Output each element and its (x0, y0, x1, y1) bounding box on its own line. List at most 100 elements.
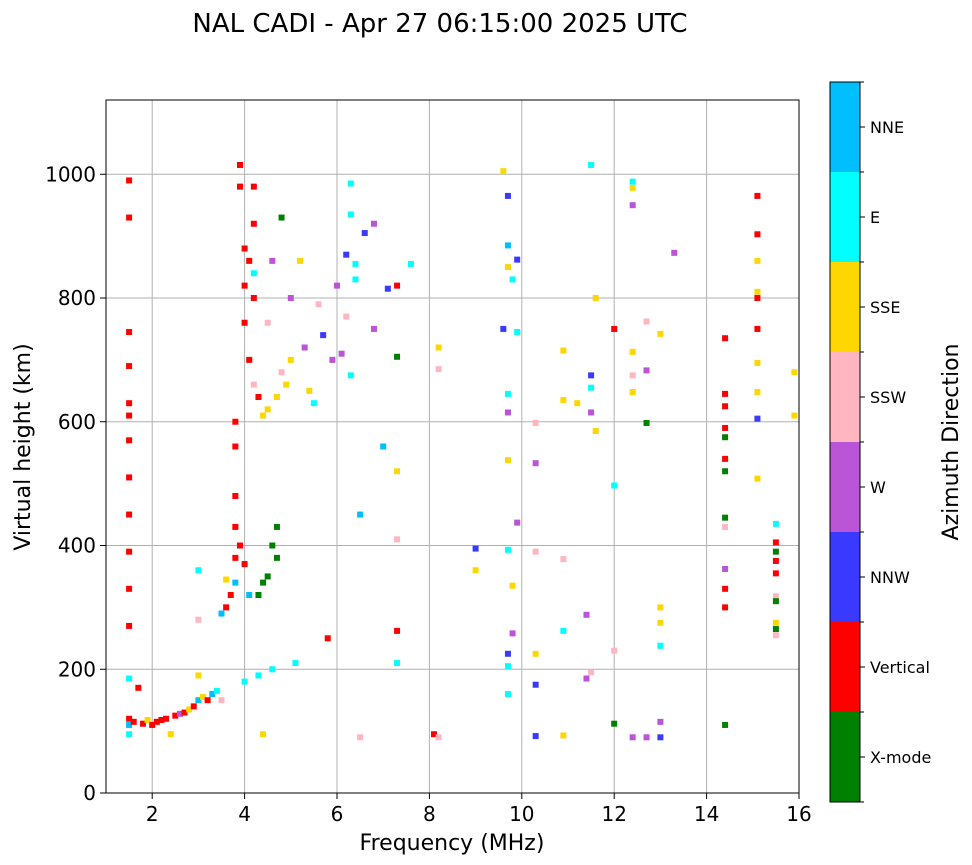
data-point-x-mode (772, 598, 779, 605)
data-point-x-mode (643, 419, 650, 426)
colorbar-segment-sse (830, 262, 860, 352)
data-point-vertical (232, 523, 239, 530)
data-point-vertical (754, 295, 761, 301)
data-point-sse (435, 344, 442, 351)
data-point-vertical (223, 604, 230, 611)
data-point-x-mode (722, 514, 729, 521)
data-point-nnw (514, 256, 521, 263)
data-point-vertical (232, 493, 239, 499)
x-tick-label: 8 (423, 802, 436, 826)
data-point-ssw (357, 734, 364, 741)
data-point-vertical (126, 177, 133, 184)
data-point-ssw (629, 372, 636, 379)
data-point-x-mode (264, 573, 271, 580)
data-point-e (126, 731, 133, 738)
x-tick-label: 12 (601, 802, 626, 826)
data-point-vertical (324, 635, 331, 642)
data-point-e (126, 675, 133, 682)
data-point-sse (306, 387, 313, 394)
data-point-x-mode (722, 434, 729, 441)
data-point-sse (560, 347, 567, 354)
data-point-nne (209, 691, 216, 697)
data-point-w (629, 202, 636, 209)
data-point-e (611, 482, 618, 489)
data-point-ssw (278, 369, 285, 376)
data-point-sse (629, 184, 636, 191)
data-point-e (588, 161, 595, 168)
data-point-vertical (172, 712, 179, 719)
data-point-nnw (361, 230, 368, 237)
data-point-sse (504, 264, 511, 271)
data-point-e (347, 180, 354, 187)
colorbar-tick-label: Vertical (870, 658, 930, 677)
data-point-sse (186, 706, 193, 713)
data-point-w (643, 734, 650, 741)
colorbar: X-mode Vertical NNW W SSW SSE E NNE (829, 81, 931, 803)
data-point-sse (574, 400, 581, 407)
data-point-e (657, 642, 664, 649)
data-point-vertical (754, 192, 761, 199)
data-point-vertical (126, 412, 133, 419)
y-tick-label: 1000 (45, 162, 96, 186)
colorbar-segment-e (830, 172, 860, 262)
data-point-nnw (532, 733, 539, 740)
data-point-w (657, 718, 664, 725)
x-tick-label: 6 (331, 802, 344, 826)
data-point-w (509, 630, 516, 637)
data-point-vertical (722, 335, 729, 342)
data-point-sse (629, 389, 636, 396)
data-point-nne (195, 697, 202, 704)
data-point-vertical (722, 585, 729, 592)
y-axis-ticks: 0 200 400 600 800 1000 (45, 162, 106, 805)
data-point-vertical (149, 721, 156, 728)
data-point-nne (246, 592, 253, 598)
data-point-vertical (126, 548, 133, 555)
data-point-vertical (722, 604, 729, 611)
data-point-e (310, 400, 317, 407)
data-point-x-mode (273, 554, 280, 561)
data-point-sse (297, 257, 304, 264)
data-point-sse (273, 394, 280, 400)
data-point-e (241, 678, 248, 685)
y-tick-label: 0 (83, 781, 96, 805)
data-point-vertical (241, 561, 248, 568)
data-point-w (588, 409, 595, 416)
data-point-vertical (236, 183, 243, 190)
data-point-e (504, 663, 511, 670)
data-point-e (629, 178, 636, 185)
data-point-nnw (532, 681, 539, 688)
data-point-vertical (722, 455, 729, 462)
data-point-w (370, 220, 377, 227)
colorbar-tick-label: NNW (870, 568, 910, 587)
data-point-vertical (394, 282, 401, 289)
data-point-x-mode (260, 579, 267, 586)
data-point-vertical (126, 437, 133, 444)
y-tick-label: 600 (58, 410, 96, 434)
chart-title: NAL CADI - Apr 27 06:15:00 2025 UTC (192, 9, 687, 39)
x-tick-label: 14 (694, 802, 719, 826)
data-point-ssw (611, 647, 618, 654)
data-point-sse (287, 356, 294, 363)
data-point-e (213, 687, 220, 694)
colorbar-tick-label: W (870, 478, 886, 497)
data-point-vertical (126, 400, 133, 407)
data-point-ssw (343, 313, 350, 320)
data-point-w (629, 734, 636, 741)
x-tick-label: 4 (238, 802, 251, 826)
data-point-ssw (588, 669, 595, 676)
colorbar-segment-x-mode (830, 712, 860, 802)
data-point-nne (126, 721, 133, 728)
data-point-vertical (232, 554, 239, 561)
data-point-nnw (343, 251, 350, 258)
data-point-x-mode (772, 548, 779, 555)
data-point-vertical (772, 539, 779, 546)
plot-frame (105, 99, 800, 794)
data-point-nne (380, 443, 387, 450)
data-point-sse (560, 397, 567, 404)
data-point-vertical (126, 622, 133, 629)
data-point-e (394, 660, 401, 667)
data-point-ssw (532, 419, 539, 426)
data-point-ssw (435, 366, 442, 373)
data-point-ssw (643, 318, 650, 325)
data-point-vertical (722, 403, 729, 410)
